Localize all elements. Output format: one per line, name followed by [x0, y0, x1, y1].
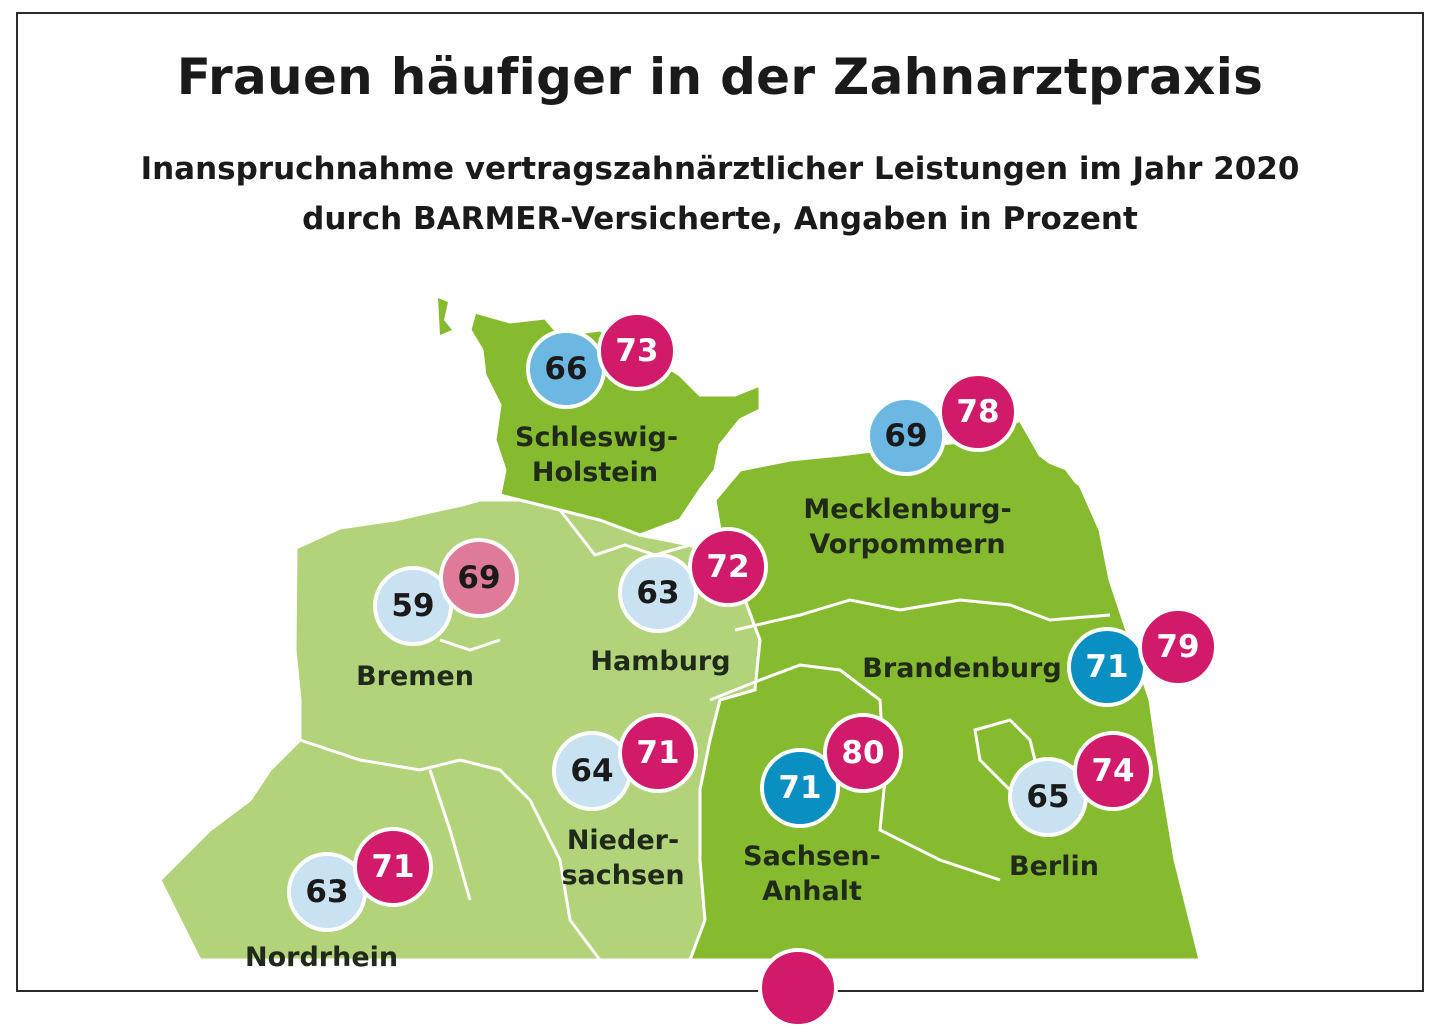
- map-island-sylt: [438, 298, 452, 335]
- value-bubble-men-mecklenburg-vorpommern: 69: [866, 396, 946, 476]
- value-bubble-men-brandenburg: 71: [1067, 627, 1147, 707]
- region-label-line: Mecklenburg-: [803, 494, 1012, 525]
- region-label-brandenburg: Brandenburg: [862, 653, 1062, 684]
- region-label-line: Holstein: [531, 457, 659, 488]
- value-bubble-men-schleswig-holstein: 66: [526, 329, 606, 409]
- value-bubble-women-nordrhein: 71: [353, 827, 433, 907]
- subtitle-line-2: durch BARMER-Versicherte, Angaben in Pro…: [302, 201, 1138, 237]
- region-label-line: sachsen: [561, 860, 685, 891]
- value-bubble-men-hamburg: 63: [618, 553, 698, 633]
- value-bubble-women-niedersachsen: 71: [618, 713, 698, 793]
- region-label-line: Nieder-: [566, 825, 680, 856]
- region-label-line: Anhalt: [762, 876, 862, 907]
- value-bubble-women-brandenburg: 79: [1138, 607, 1218, 687]
- value-bubble-women-schleswig-holstein: 73: [597, 311, 677, 391]
- value-bubble-women-berlin: 74: [1073, 731, 1153, 811]
- region-label-niedersachsen: Nieder- sachsen: [553, 823, 693, 893]
- region-label-bremen: Bremen: [356, 661, 474, 692]
- value-bubble-women-mecklenburg-vorpommern: 78: [938, 372, 1018, 452]
- subtitle-line-1: Inanspruchnahme vertragszahnärztlicher L…: [140, 151, 1300, 187]
- value-bubble-women-bremen: 69: [439, 538, 519, 618]
- value-bubble-women-sachsen-anhalt: 80: [823, 713, 903, 793]
- region-label-sachsen-anhalt: Sachsen- Anhalt: [737, 839, 887, 909]
- region-label-schleswig-holstein: Schleswig- Holstein: [515, 420, 679, 490]
- region-label-berlin: Berlin: [1009, 851, 1099, 882]
- region-label-line: Schleswig-: [515, 422, 679, 453]
- chart-title: Frauen häufiger in der Zahnarztpraxis: [176, 48, 1264, 106]
- map-island-ruegen: [1045, 462, 1080, 495]
- region-label-mecklenburg-vorpommern: Mecklenburg- Vorpommern: [800, 492, 1015, 562]
- region-label-line: Sachsen-: [743, 841, 881, 872]
- region-label-hamburg: Hamburg: [590, 646, 731, 677]
- value-bubble-women-hamburg: 72: [688, 527, 768, 607]
- region-label-line: Vorpommern: [809, 529, 1006, 560]
- chart-subtitle: Inanspruchnahme vertragszahnärztlicher L…: [0, 144, 1440, 244]
- value-bubble-women-cut-off: [758, 948, 838, 1028]
- region-label-nordrhein: Nordrhein: [245, 942, 399, 973]
